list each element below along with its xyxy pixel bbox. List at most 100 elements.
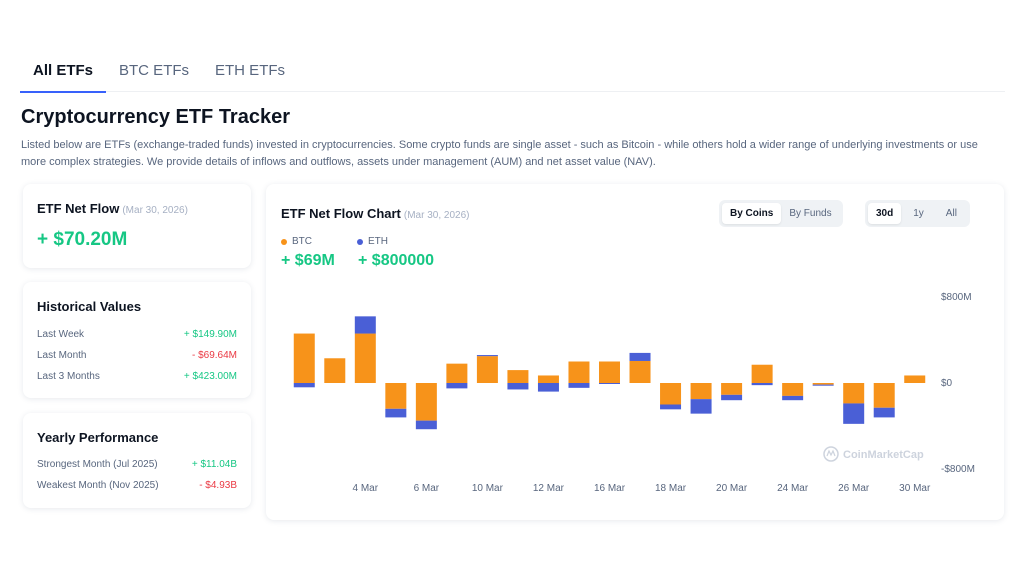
x-tick-label: 26 Mar bbox=[838, 483, 870, 494]
bar-btc[interactable] bbox=[751, 364, 773, 383]
bar-eth[interactable] bbox=[415, 420, 437, 430]
range-1y-button[interactable]: 1y bbox=[913, 208, 924, 219]
bar-eth[interactable] bbox=[354, 316, 376, 334]
view-toggle: By Coins By Funds bbox=[719, 200, 843, 227]
y-tick-label: -$800M bbox=[941, 464, 975, 475]
bar-eth[interactable] bbox=[507, 383, 529, 390]
range-30d-button[interactable]: 30d bbox=[868, 203, 902, 224]
bar-btc[interactable] bbox=[385, 383, 407, 409]
historical-value: + $423.00M bbox=[183, 371, 237, 382]
yearly-performance-title: Yearly Performance bbox=[37, 430, 159, 445]
bar-btc[interactable] bbox=[537, 375, 559, 383]
bar-btc[interactable] bbox=[690, 383, 712, 400]
y-tick-label: $800M bbox=[941, 292, 972, 303]
x-tick-label: 10 Mar bbox=[472, 483, 504, 494]
historical-values-title: Historical Values bbox=[37, 299, 142, 314]
by-funds-button[interactable]: By Funds bbox=[789, 208, 832, 219]
bar-btc[interactable] bbox=[629, 360, 651, 383]
legend-eth: ETH bbox=[357, 236, 388, 247]
legend-btc-label: BTC bbox=[292, 236, 312, 247]
bar-eth[interactable] bbox=[690, 399, 712, 414]
bar-btc[interactable] bbox=[843, 383, 865, 404]
bar-btc[interactable] bbox=[324, 358, 346, 383]
legend-btc: BTC bbox=[281, 236, 312, 247]
bar-btc[interactable] bbox=[782, 383, 804, 396]
bar-btc[interactable] bbox=[721, 383, 743, 395]
bar-eth[interactable] bbox=[843, 403, 865, 424]
legend-eth-label: ETH bbox=[368, 236, 388, 247]
legend-eth-value: + $800000 bbox=[358, 252, 435, 269]
yearly-value: + $11.04B bbox=[191, 459, 237, 470]
page-title: Cryptocurrency ETF Tracker bbox=[21, 106, 290, 128]
chart-bars bbox=[293, 316, 926, 430]
x-tick-label: 20 Mar bbox=[716, 483, 748, 494]
bar-eth[interactable] bbox=[568, 383, 590, 388]
tab-eth-etfs[interactable]: ETH ETFs bbox=[215, 62, 286, 79]
historical-value: + $149.90M bbox=[183, 329, 237, 340]
range-toggle: 30d 1y All bbox=[865, 200, 970, 227]
yearly-label: Weakest Month (Nov 2025) bbox=[37, 480, 159, 491]
bar-eth[interactable] bbox=[293, 383, 315, 388]
bar-eth[interactable] bbox=[476, 355, 498, 357]
bar-btc[interactable] bbox=[293, 333, 315, 383]
page-description: Listed below are ETFs (exchange-traded f… bbox=[21, 139, 978, 168]
bar-btc[interactable] bbox=[873, 383, 895, 408]
bar-btc[interactable] bbox=[507, 370, 529, 383]
net-flow-title: ETF Net Flow bbox=[37, 201, 120, 216]
bar-eth[interactable] bbox=[751, 383, 773, 386]
yearly-value: - $4.93B bbox=[199, 480, 237, 491]
bar-eth[interactable] bbox=[537, 383, 559, 392]
bar-eth[interactable] bbox=[660, 404, 682, 410]
btc-dot-icon bbox=[281, 238, 287, 245]
chart-title-row: ETF Net Flow Chart (Mar 30, 2026) bbox=[281, 206, 469, 221]
by-coins-button[interactable]: By Coins bbox=[722, 203, 782, 224]
bar-eth[interactable] bbox=[446, 383, 468, 389]
bar-btc[interactable] bbox=[812, 383, 834, 385]
coinmarketcap-logo-icon bbox=[823, 446, 839, 462]
eth-dot-icon bbox=[357, 238, 363, 245]
range-all-button[interactable]: All bbox=[945, 208, 957, 219]
x-tick-label: 18 Mar bbox=[655, 483, 687, 494]
historical-row: Last Week + $149.90M bbox=[37, 329, 237, 340]
coinmarketcap-logo-mark bbox=[826, 449, 836, 457]
bar-btc[interactable] bbox=[415, 383, 437, 421]
bar-eth[interactable] bbox=[599, 383, 620, 384]
yearly-row: Strongest Month (Jul 2025) + $11.04B bbox=[37, 459, 237, 470]
bar-eth[interactable] bbox=[629, 352, 651, 361]
net-flow-chart-card bbox=[266, 184, 1004, 520]
etf-tabs: All ETFs BTC ETFs ETH ETFs bbox=[20, 52, 1005, 93]
chart-date: (Mar 30, 2026) bbox=[403, 210, 470, 221]
historical-label: Last 3 Months bbox=[37, 371, 100, 382]
x-tick-label: 24 Mar bbox=[777, 483, 809, 494]
bar-btc[interactable] bbox=[660, 383, 682, 405]
x-axis-ticks: 4 Mar 6 Mar 10 Mar 12 Mar 16 Mar 18 Mar 20 Mar… bbox=[353, 483, 931, 494]
bar-btc[interactable] bbox=[599, 361, 620, 384]
bar-btc[interactable] bbox=[568, 361, 590, 384]
bar-eth[interactable] bbox=[812, 384, 834, 386]
chart-title: ETF Net Flow Chart bbox=[281, 206, 401, 221]
bar-eth[interactable] bbox=[721, 394, 743, 401]
y-axis-ticks: $800M $0 -$800M bbox=[941, 292, 975, 475]
historical-label: Last Month bbox=[37, 350, 87, 361]
tab-all-etfs[interactable]: All ETFs bbox=[20, 52, 107, 93]
bar-eth[interactable] bbox=[385, 408, 407, 418]
tab-btc-etfs[interactable]: BTC ETFs bbox=[119, 62, 190, 79]
historical-row: Last 3 Months + $423.00M bbox=[37, 371, 237, 382]
bar-btc[interactable] bbox=[354, 333, 376, 383]
bar-eth[interactable] bbox=[873, 407, 895, 418]
bar-eth[interactable] bbox=[782, 395, 804, 401]
net-flow-card: ETF Net Flow (Mar 30, 2026) + $70.20M bbox=[23, 184, 251, 268]
x-tick-label: 6 Mar bbox=[414, 483, 440, 494]
bar-btc[interactable] bbox=[904, 375, 926, 383]
historical-row: Last Month - $69.64M bbox=[37, 350, 237, 361]
historical-value: - $69.64M bbox=[191, 350, 237, 361]
bar-btc[interactable] bbox=[446, 363, 468, 383]
x-tick-label: 4 Mar bbox=[353, 483, 379, 494]
y-tick-label: $0 bbox=[941, 378, 953, 389]
bar-btc[interactable] bbox=[476, 356, 498, 383]
yearly-performance-card: Yearly Performance Strongest Month (Jul … bbox=[23, 413, 251, 508]
x-tick-label: 30 Mar bbox=[899, 483, 931, 494]
yearly-label: Strongest Month (Jul 2025) bbox=[37, 459, 158, 470]
x-tick-label: 12 Mar bbox=[533, 483, 565, 494]
